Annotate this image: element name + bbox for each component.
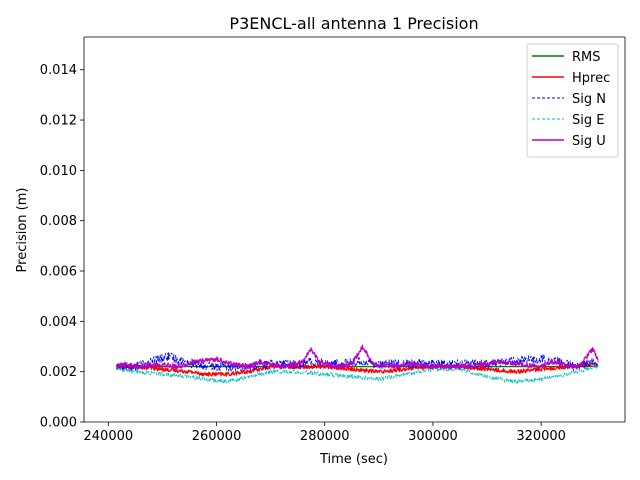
y-tick-label: 0.012: [40, 114, 77, 129]
legend-label: Sig N: [572, 92, 606, 107]
series-line-sig-n: [116, 352, 599, 372]
chart-title: P3ENCL-all antenna 1 Precision: [229, 14, 478, 33]
legend-label: Hprec: [572, 71, 610, 86]
series-group: [115, 344, 599, 384]
y-tick-label: 0.004: [40, 315, 77, 330]
x-tick-label: 320000: [516, 429, 566, 444]
series-line-hprec: [115, 362, 599, 377]
y-tick-label: 0.010: [40, 164, 77, 179]
y-tick-label: 0.000: [40, 416, 77, 431]
legend-label: Sig E: [572, 113, 604, 128]
y-tick-label: 0.014: [40, 63, 77, 78]
y-tick-label: 0.002: [40, 365, 77, 380]
legend-box: [526, 43, 619, 158]
x-tick-label: 280000: [300, 429, 350, 444]
legend-label: Sig U: [572, 134, 606, 149]
y-axis-label: Precision (m): [15, 188, 30, 273]
y-tick-label: 0.006: [40, 265, 77, 280]
x-axis-label: Time (sec): [319, 452, 388, 467]
plot-area: [83, 36, 626, 423]
axis-ticks: 240000 260000 280000 300000 320000 0.000 0.002…: [40, 63, 566, 444]
legend-label: RMS: [572, 50, 601, 65]
legend: RMS Hprec Sig N Sig E Sig U: [526, 43, 619, 158]
series-line-sig-e: [116, 364, 599, 384]
y-tick-label: 0.008: [40, 214, 77, 229]
series-line-sig-u: [116, 344, 599, 370]
x-tick-label: 260000: [192, 429, 242, 444]
x-tick-label: 300000: [408, 429, 458, 444]
x-tick-label: 240000: [84, 429, 134, 444]
